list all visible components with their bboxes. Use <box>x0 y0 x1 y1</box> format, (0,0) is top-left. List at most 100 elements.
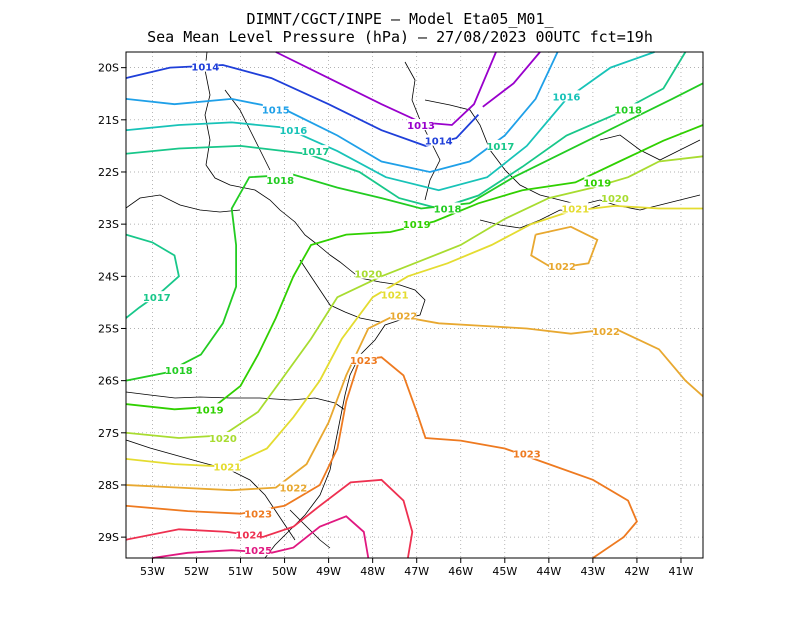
contour-label: 1023 <box>244 510 272 521</box>
x-tick-label: 51W <box>228 565 253 578</box>
isobar-1020 <box>125 155 704 439</box>
contour-label: 1023 <box>350 356 378 367</box>
plot-frame <box>125 51 704 559</box>
isobar-1025 <box>152 515 370 559</box>
state-border <box>125 439 296 541</box>
coastline <box>224 89 271 171</box>
contour-label: 1022 <box>279 484 307 495</box>
y-tick-label: 23S <box>98 218 119 231</box>
contour-label-bg <box>390 309 417 321</box>
contour-label-bg <box>425 134 452 146</box>
contour-label-bg <box>403 218 430 230</box>
contour-label-bg <box>209 432 236 444</box>
contour-label: 1022 <box>548 262 576 273</box>
contour-label: 1021 <box>561 204 589 215</box>
isobar-1023 <box>125 356 638 559</box>
state-border <box>299 259 381 323</box>
contour-label: 1018 <box>165 366 193 377</box>
contour-label: 1014 <box>425 137 453 148</box>
chart-title-line-2: Sea Mean Level Pressure (hPa) — 27/08/20… <box>147 28 653 46</box>
x-tick-label: 49W <box>316 565 341 578</box>
contour-label: 1019 <box>196 405 224 416</box>
isobar-1013 <box>482 51 541 108</box>
contour-label-bg <box>350 353 377 365</box>
contour-label: 1021 <box>381 291 409 302</box>
state-border <box>205 164 319 246</box>
contour-label-bg <box>562 202 589 214</box>
contour-label: 1018 <box>434 204 462 215</box>
x-tick-label: 48W <box>360 565 385 578</box>
contour-label: 1015 <box>262 105 290 116</box>
contour-label-bg <box>267 173 294 185</box>
contour-label-bg <box>615 103 642 115</box>
contour-label-bg <box>214 460 241 472</box>
contour-label: 1022 <box>390 311 418 322</box>
axis-ticks: 53W 52W 51W 50W 49W 48W 47W 46W 45W 44W 43W 42W 41W 2… <box>98 62 694 578</box>
contour-label: 1018 <box>614 105 642 116</box>
contour-label-bg <box>487 139 514 151</box>
contour-label: 1025 <box>244 546 272 557</box>
y-tick-label: 27S <box>98 427 119 440</box>
contour-label: 1021 <box>213 463 241 474</box>
contour-label-bg <box>245 544 272 556</box>
contour-label: 1017 <box>486 142 514 153</box>
contour-label-bg <box>355 267 382 279</box>
contour-label-bg <box>584 176 611 188</box>
contour-label-bg <box>593 325 620 337</box>
contour-label-bg <box>280 481 307 493</box>
y-tick-label: 29S <box>98 531 119 544</box>
contour-label-bg <box>143 291 170 303</box>
contour-label: 1022 <box>592 327 620 338</box>
isobar-1018 <box>125 82 704 382</box>
contour-label: 1020 <box>209 434 237 445</box>
contour-label: 1024 <box>235 531 263 542</box>
y-tick-label: 20S <box>98 62 119 75</box>
x-tick-label: 43W <box>580 565 605 578</box>
isobar-1013 <box>275 51 497 126</box>
contour-label-bg <box>553 90 580 102</box>
state-border <box>125 391 346 411</box>
isobar-1021 <box>125 204 703 468</box>
contour-label: 1013 <box>407 121 435 132</box>
coastline <box>424 99 701 211</box>
x-tick-label: 42W <box>624 565 649 578</box>
y-tick-label: 22S <box>98 166 119 179</box>
coastline <box>599 134 701 161</box>
contour-label: 1019 <box>403 220 431 231</box>
lagoon <box>289 509 331 549</box>
contour-label-bg <box>513 447 540 459</box>
chart-title-line-1: DIMNT/CGCT/INPE — Model Eta05_M01_ <box>246 10 554 28</box>
contour-labels: 1014 1015 1016 1017 1013 1014 1016 1018 1017 1019… <box>143 60 642 557</box>
contour-label-bg <box>196 403 223 415</box>
x-tick-label: 41W <box>669 565 694 578</box>
isobar-1019 <box>125 124 704 411</box>
contour-label-bg <box>280 124 307 136</box>
state-border <box>125 194 241 213</box>
contour-label-bg <box>549 259 576 271</box>
isobar-1024 <box>125 478 414 559</box>
isobar-1017 <box>125 233 180 319</box>
contour-label-bg <box>408 119 435 131</box>
isobar-1022 <box>530 225 599 270</box>
x-tick-label: 53W <box>140 565 165 578</box>
contour-label-bg <box>381 288 408 300</box>
contour-label: 1017 <box>301 147 329 158</box>
y-tick-label: 24S <box>98 270 119 283</box>
contour-label-bg <box>236 528 263 540</box>
y-tick-label: 26S <box>98 375 119 388</box>
x-tick-label: 46W <box>448 565 473 578</box>
contour-label: 1020 <box>601 194 629 205</box>
contour-label: 1017 <box>143 293 171 304</box>
x-tick-label: 52W <box>184 565 209 578</box>
y-tick-label: 21S <box>98 114 119 127</box>
contour-label-bg <box>262 103 289 115</box>
x-tick-label: 47W <box>404 565 429 578</box>
contour-label: 1014 <box>191 63 219 74</box>
contour-label-bg <box>601 192 628 204</box>
contour-label-bg <box>245 507 272 519</box>
contour-label: 1019 <box>583 178 611 189</box>
y-tick-label: 25S <box>98 322 119 335</box>
contour-label: 1016 <box>279 126 307 137</box>
contour-label: 1016 <box>553 92 581 103</box>
